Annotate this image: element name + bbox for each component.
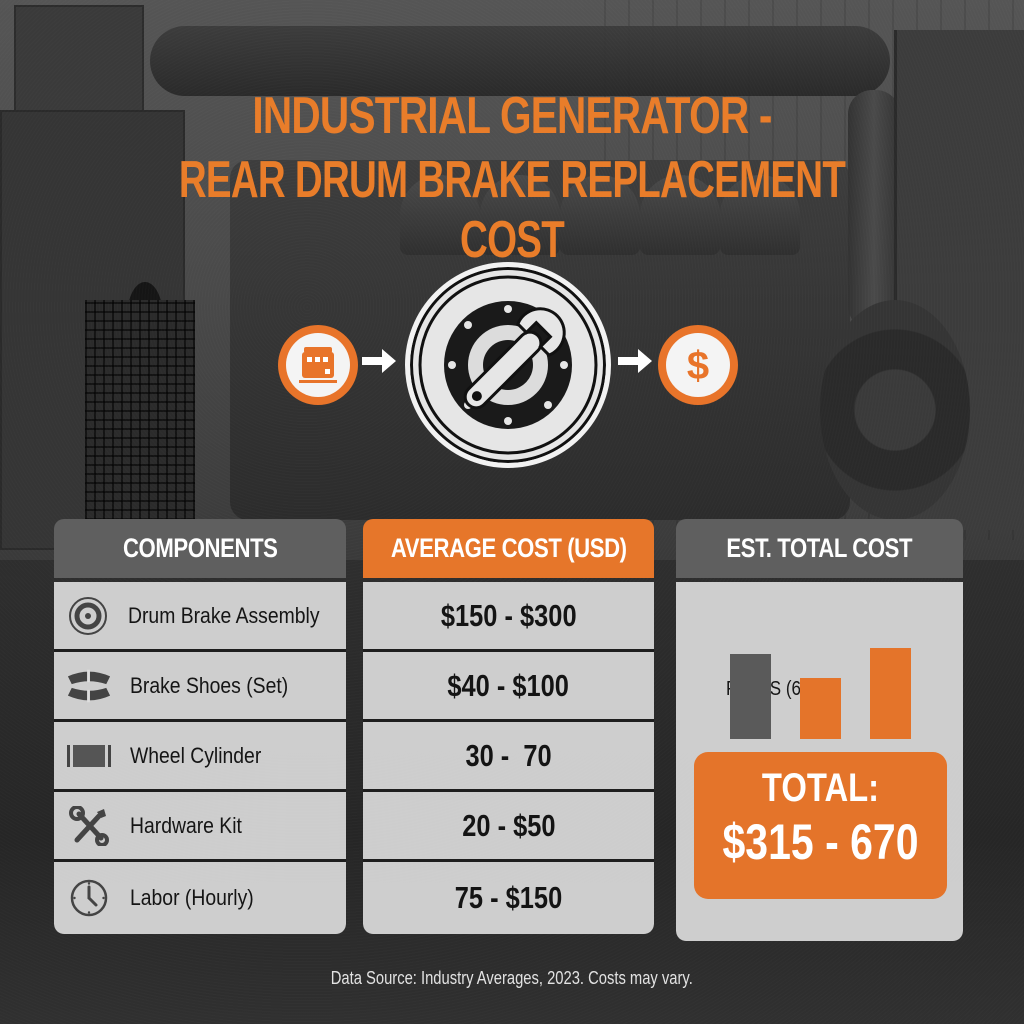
tools-icon xyxy=(69,805,109,846)
middle-bar xyxy=(800,678,841,739)
title-line-2: REAR DRUM BRAKE REPLACEMENT COST xyxy=(178,151,846,269)
average-cost-table: AVERAGE COST (USD) $150 - $300 $40 - $10… xyxy=(363,519,654,934)
wheel-cylinder-icon xyxy=(67,744,111,767)
table-row: 30 - 70 xyxy=(363,722,654,792)
cost-value: $40 - $100 xyxy=(447,667,570,703)
parts-bar xyxy=(730,654,771,739)
table-row: Wheel Cylinder xyxy=(54,722,346,792)
component-label: Brake Shoes (Set) xyxy=(130,672,289,698)
generator-icon xyxy=(299,347,337,383)
estimated-total-panel: EST. TOTAL COST PARTS (60%) 40% TOTAL: $… xyxy=(676,519,963,941)
arrow-right-icon xyxy=(618,349,652,373)
component-label: Labor (Hourly) xyxy=(130,885,254,910)
component-label: Drum Brake Assembly xyxy=(128,602,320,628)
table-row: $40 - $100 xyxy=(363,652,654,722)
brake-shoes-icon xyxy=(67,669,111,702)
cost-split-chart xyxy=(676,582,963,739)
arrow-right-icon xyxy=(362,349,396,373)
total-label: TOTAL: xyxy=(761,766,880,810)
component-label: Hardware Kit xyxy=(130,812,242,838)
brake-service-step xyxy=(405,262,611,468)
table-row: Labor (Hourly) xyxy=(54,862,346,934)
svg-text:$: $ xyxy=(687,344,709,387)
table-row: $150 - $300 xyxy=(363,582,654,652)
labor-bar xyxy=(870,648,911,739)
table-row: Hardware Kit xyxy=(54,792,346,862)
total-value: $315 - 670 xyxy=(722,814,919,870)
data-source-footnote: Data Source: Industry Averages, 2023. Co… xyxy=(330,968,694,988)
estimated-total-header: EST. TOTAL COST xyxy=(676,519,963,578)
average-cost-header: AVERAGE COST (USD) xyxy=(363,519,654,578)
generator-step xyxy=(278,325,358,405)
title-line-1: INDUSTRIAL GENERATOR - xyxy=(252,87,772,145)
cost-step: $ xyxy=(658,325,738,405)
component-label: Wheel Cylinder xyxy=(130,742,262,768)
table-row: Brake Shoes (Set) xyxy=(54,652,346,722)
drum-brake-icon xyxy=(69,596,108,635)
cost-value: 30 - 70 xyxy=(465,737,552,773)
components-header: COMPONENTS xyxy=(54,519,346,578)
table-row: 75 - $150 xyxy=(363,862,654,934)
dollar-icon: $ xyxy=(687,344,709,387)
cost-value: $150 - $300 xyxy=(440,597,577,633)
brake-drum-wrench-icon xyxy=(418,275,598,455)
table-row: Drum Brake Assembly xyxy=(54,582,346,652)
cost-value: 75 - $150 xyxy=(454,880,563,915)
table-row: 20 - $50 xyxy=(363,792,654,862)
components-table: COMPONENTS Drum Brake Assembly xyxy=(54,519,346,934)
clock-icon xyxy=(70,879,108,917)
cost-value: 20 - $50 xyxy=(461,807,556,843)
total-cost-box: TOTAL: $315 - 670 xyxy=(694,752,947,899)
